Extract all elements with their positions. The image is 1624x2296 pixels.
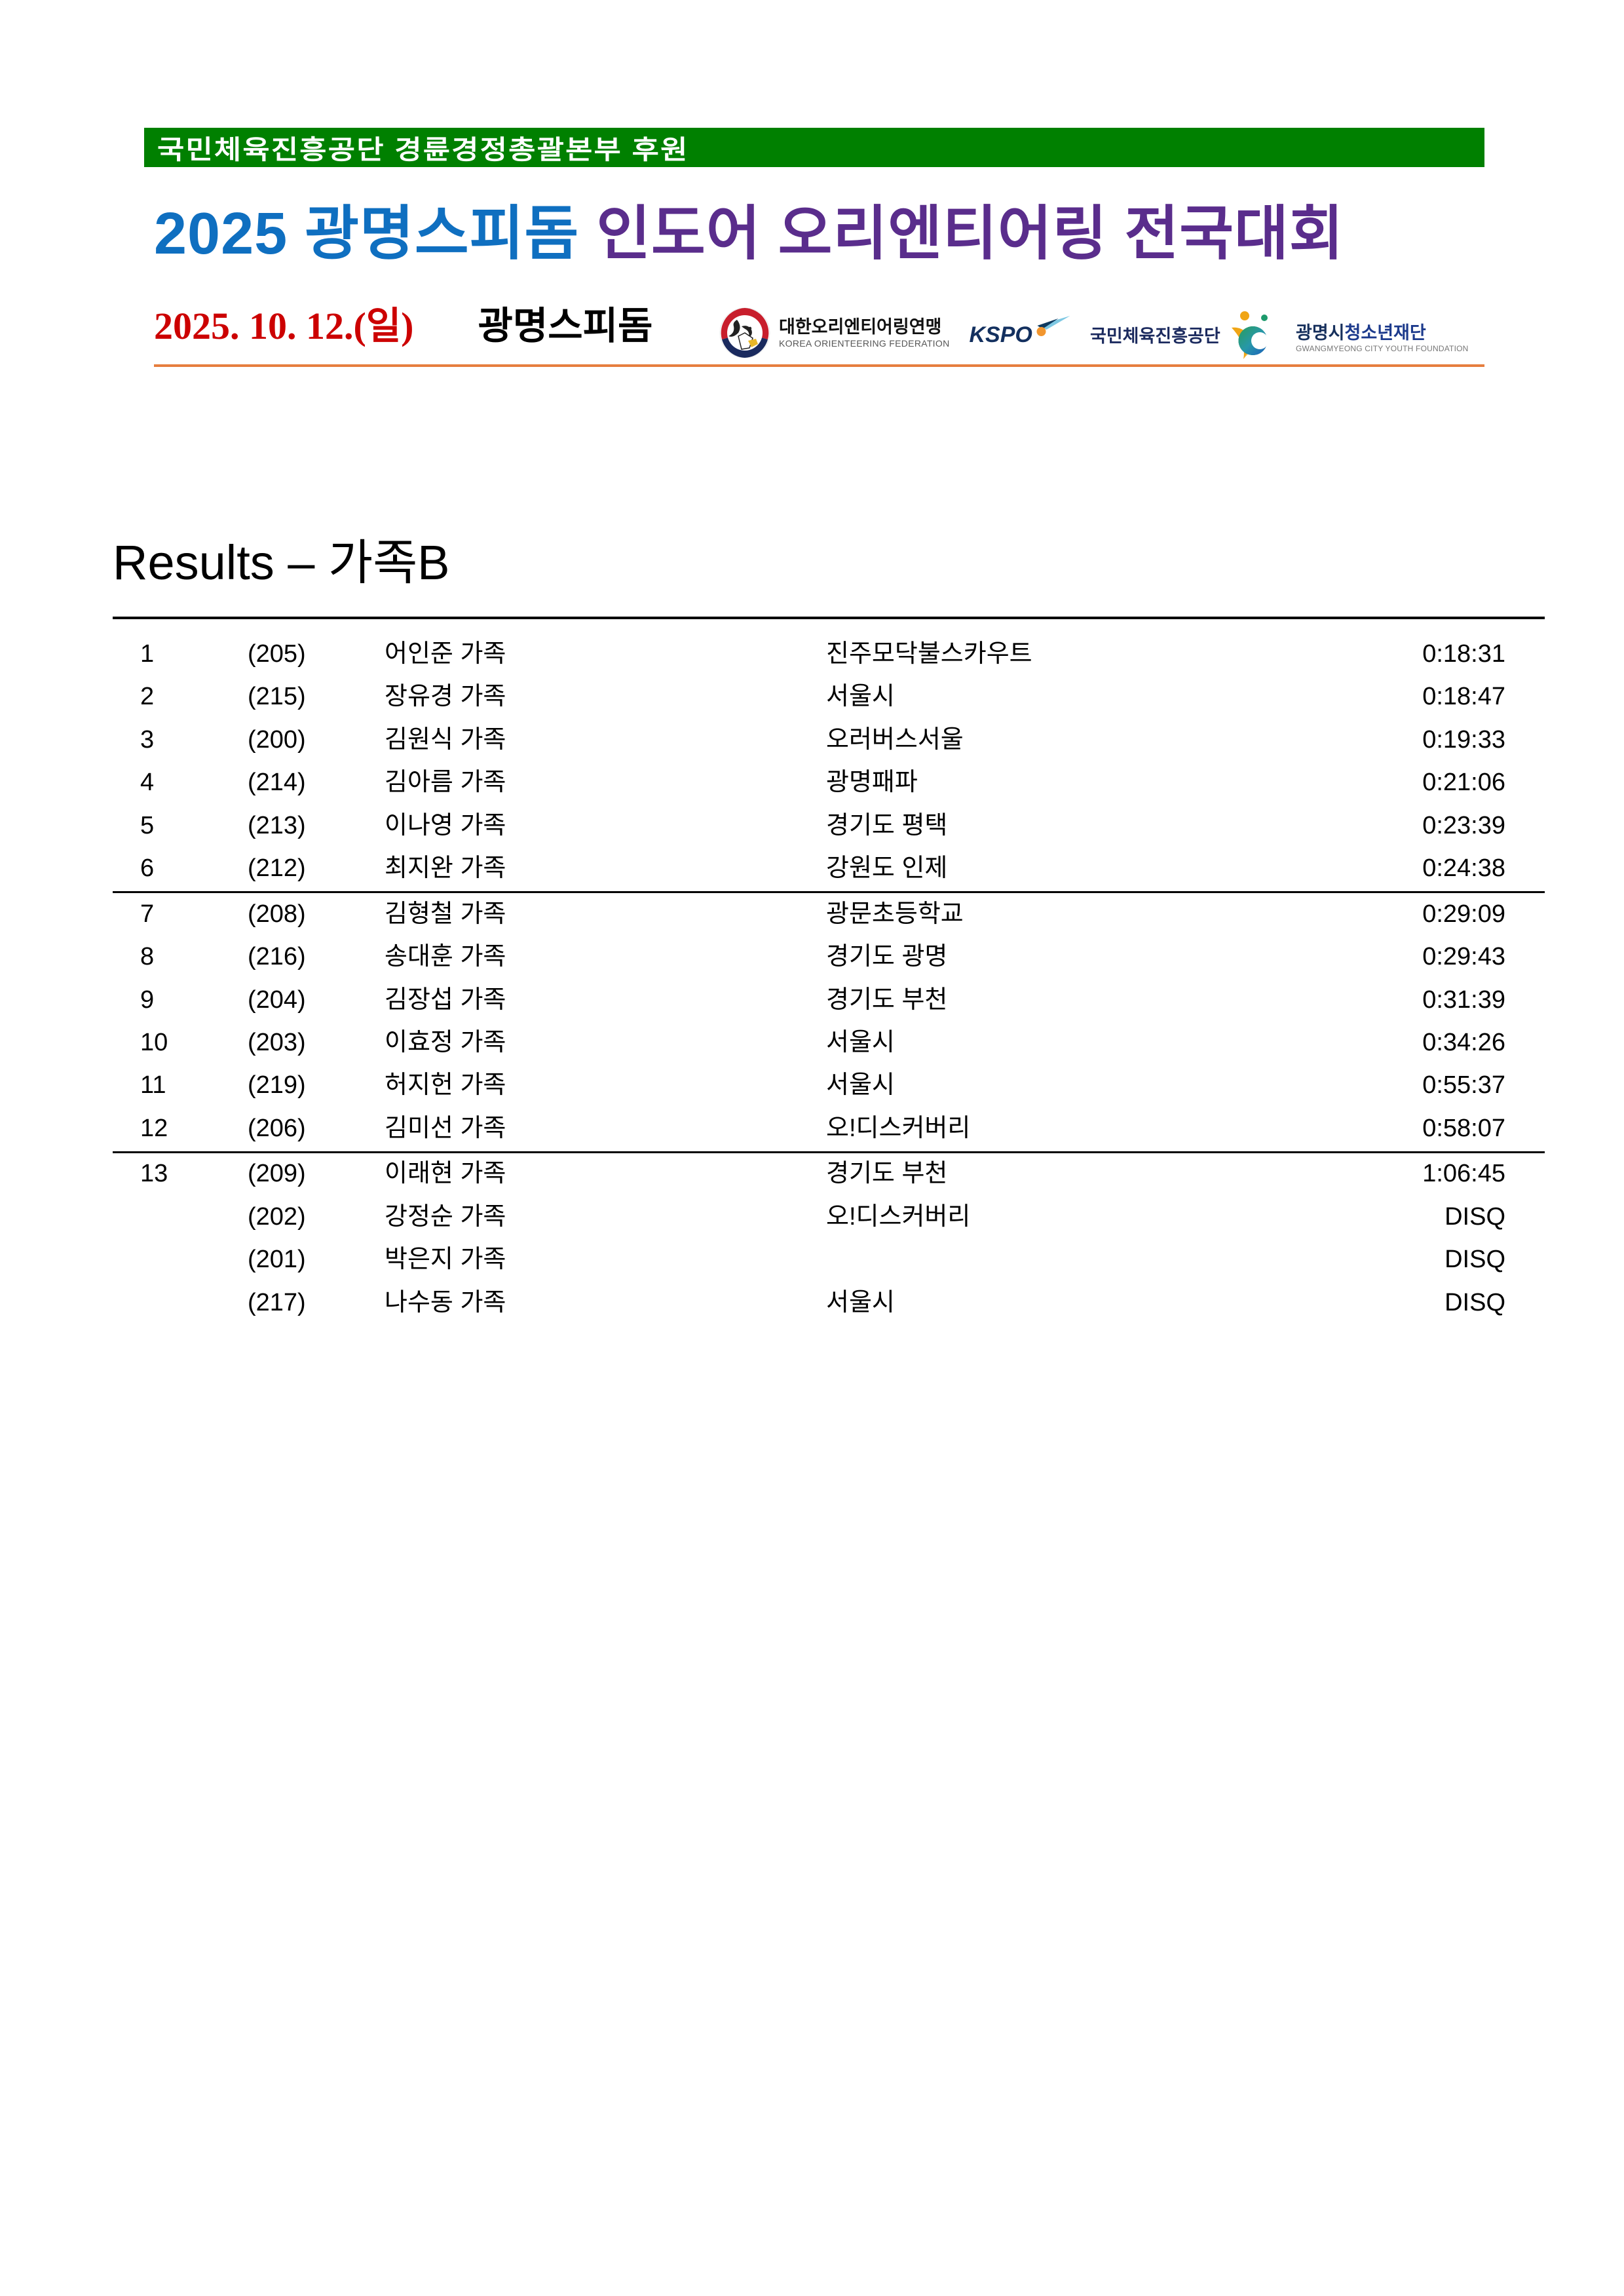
svg-text:KSPO: KSPO [970,322,1032,347]
